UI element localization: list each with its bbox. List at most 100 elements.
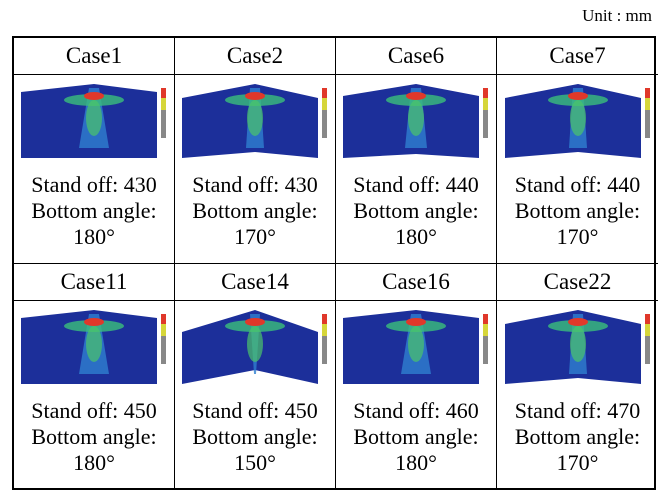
caption-line: Bottom angle: bbox=[175, 424, 335, 450]
caption-line: 180° bbox=[336, 450, 496, 476]
sim-shape bbox=[408, 326, 424, 362]
caption-line: 180° bbox=[336, 224, 496, 250]
caption-line: Bottom angle: bbox=[14, 424, 174, 450]
case-title: Case22 bbox=[497, 264, 658, 301]
sim-shape bbox=[645, 324, 650, 336]
sim-shape bbox=[84, 318, 104, 326]
caption-line: Stand off: 430 bbox=[14, 172, 174, 198]
case-title: Case2 bbox=[175, 38, 335, 75]
caption-line: Stand off: 430 bbox=[175, 172, 335, 198]
sim-shape bbox=[645, 88, 650, 98]
simulation-plot bbox=[180, 78, 330, 166]
sim-shape bbox=[568, 318, 588, 326]
case-title: Case16 bbox=[336, 264, 496, 301]
sim-shape bbox=[322, 98, 327, 110]
case-title: Case1 bbox=[14, 38, 174, 75]
sim-shape bbox=[406, 318, 426, 326]
sim-shape bbox=[161, 324, 166, 336]
caption-line: Bottom angle: bbox=[497, 198, 658, 224]
simulation-image bbox=[336, 301, 496, 394]
case-title: Case7 bbox=[497, 38, 658, 75]
simulation-plot bbox=[503, 78, 653, 166]
sim-shape bbox=[245, 92, 265, 100]
sim-shape bbox=[322, 324, 327, 336]
caption-line: Stand off: 470 bbox=[497, 398, 658, 424]
sim-shape bbox=[84, 92, 104, 100]
sim-shape bbox=[483, 98, 488, 110]
simulation-image bbox=[336, 75, 496, 168]
caption-line: 170° bbox=[497, 450, 658, 476]
sim-shape bbox=[322, 88, 327, 98]
sim-shape bbox=[570, 326, 586, 362]
simulation-plot bbox=[19, 78, 169, 166]
sim-shape bbox=[483, 88, 488, 98]
caption-line: Bottom angle: bbox=[497, 424, 658, 450]
sim-shape bbox=[483, 314, 488, 324]
simulation-plot bbox=[180, 304, 330, 392]
page: {"unit":"Unit : mm","cases":[ {"title":"… bbox=[0, 0, 660, 492]
case-title: Case11 bbox=[14, 264, 174, 301]
sim-shape bbox=[322, 314, 327, 324]
unit-label: Unit : mm bbox=[582, 6, 652, 26]
caption-line: Stand off: 440 bbox=[336, 172, 496, 198]
caption-line: Stand off: 440 bbox=[497, 172, 658, 198]
caption-line: Bottom angle: bbox=[14, 198, 174, 224]
sim-shape bbox=[245, 318, 265, 326]
simulation-image bbox=[497, 75, 658, 168]
caption-line: Stand off: 450 bbox=[14, 398, 174, 424]
simulation-image bbox=[14, 75, 174, 168]
case-title: Case6 bbox=[336, 38, 496, 75]
caption-line: Bottom angle: bbox=[336, 198, 496, 224]
sim-shape bbox=[645, 98, 650, 110]
caption-line: 180° bbox=[14, 450, 174, 476]
case-cell: Case11 Stand off: 450Bottom angle:180° bbox=[14, 264, 175, 490]
sim-shape bbox=[86, 100, 102, 136]
sim-shape bbox=[247, 326, 263, 362]
caption-line: Bottom angle: bbox=[175, 198, 335, 224]
caption-line: 170° bbox=[175, 224, 335, 250]
simulation-plot bbox=[341, 304, 491, 392]
simulation-plot bbox=[503, 304, 653, 392]
sim-shape bbox=[161, 98, 166, 110]
caption-line: 170° bbox=[497, 224, 658, 250]
case-title: Case14 bbox=[175, 264, 335, 301]
sim-shape bbox=[247, 100, 263, 136]
caption-line: Stand off: 450 bbox=[175, 398, 335, 424]
sim-shape bbox=[408, 100, 424, 136]
simulation-image bbox=[175, 75, 335, 168]
simulation-image bbox=[497, 301, 658, 394]
page-body: Unit : mm Case1Stand off: 430Bottom angl… bbox=[0, 0, 660, 492]
simulation-image bbox=[175, 301, 335, 394]
caption-line: Stand off: 460 bbox=[336, 398, 496, 424]
simulation-image bbox=[14, 301, 174, 394]
sim-shape bbox=[161, 88, 166, 98]
sim-shape bbox=[570, 100, 586, 136]
caption-line: 150° bbox=[175, 450, 335, 476]
simulation-plot bbox=[19, 304, 169, 392]
sim-shape bbox=[568, 92, 588, 100]
caption-line: 180° bbox=[14, 224, 174, 250]
simulation-plot bbox=[341, 78, 491, 166]
sim-shape bbox=[86, 326, 102, 362]
sim-shape bbox=[645, 314, 650, 324]
sim-shape bbox=[406, 92, 426, 100]
sim-shape bbox=[483, 324, 488, 336]
sim-shape bbox=[161, 314, 166, 324]
case-caption: Stand off: 430Bottom angle:180° bbox=[14, 168, 174, 250]
caption-line: Bottom angle: bbox=[336, 424, 496, 450]
